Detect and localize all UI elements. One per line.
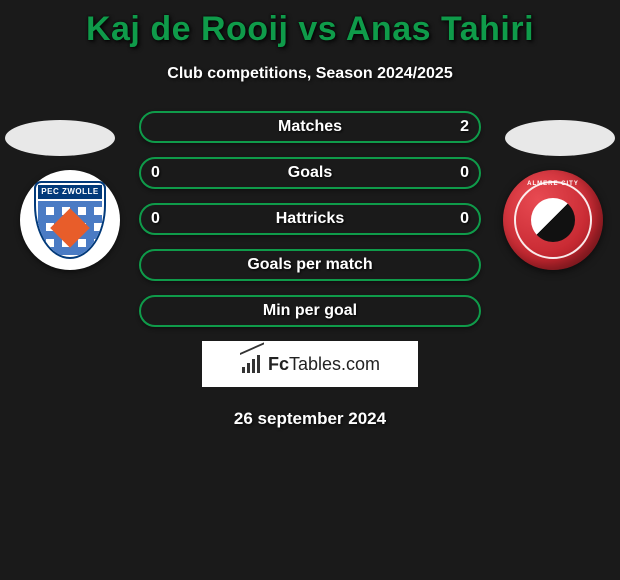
stat-row: Matches 2 [139,111,481,143]
brand-box: FcTables.com [202,341,418,387]
player-photo-right [505,120,615,156]
brand-chart-icon [240,355,262,373]
date-line: 26 september 2024 [0,409,620,429]
club-arc-text-right: ALMERE CITY [516,181,590,187]
stat-value-right: 0 [460,210,469,228]
stat-value-left: 0 [151,210,160,228]
stat-label: Goals per match [247,256,372,274]
club-banner-left: PEC ZWOLLE [38,185,102,199]
stat-value-right: 2 [460,118,469,136]
player-photo-left [5,120,115,156]
page-title: Kaj de Rooij vs Anas Tahiri [0,0,620,49]
brand-text: FcTables.com [268,354,380,375]
club-badge-right: ALMERE CITY [503,170,603,270]
stat-value-right: 0 [460,164,469,182]
club-badge-left: PEC ZWOLLE [20,170,120,270]
stat-row: 0 Goals 0 [139,157,481,189]
stats-table: Matches 2 0 Goals 0 0 Hattricks 0 Goals per matc… [139,111,481,327]
stat-value-left: 0 [151,164,160,182]
stat-label: Hattricks [276,210,344,228]
stat-label: Min per goal [263,302,357,320]
stat-row: Min per goal [139,295,481,327]
stat-row: 0 Hattricks 0 [139,203,481,235]
subtitle: Club competitions, Season 2024/2025 [0,65,620,83]
stat-label: Matches [278,118,342,136]
stat-row: Goals per match [139,249,481,281]
stat-label: Goals [288,164,332,182]
